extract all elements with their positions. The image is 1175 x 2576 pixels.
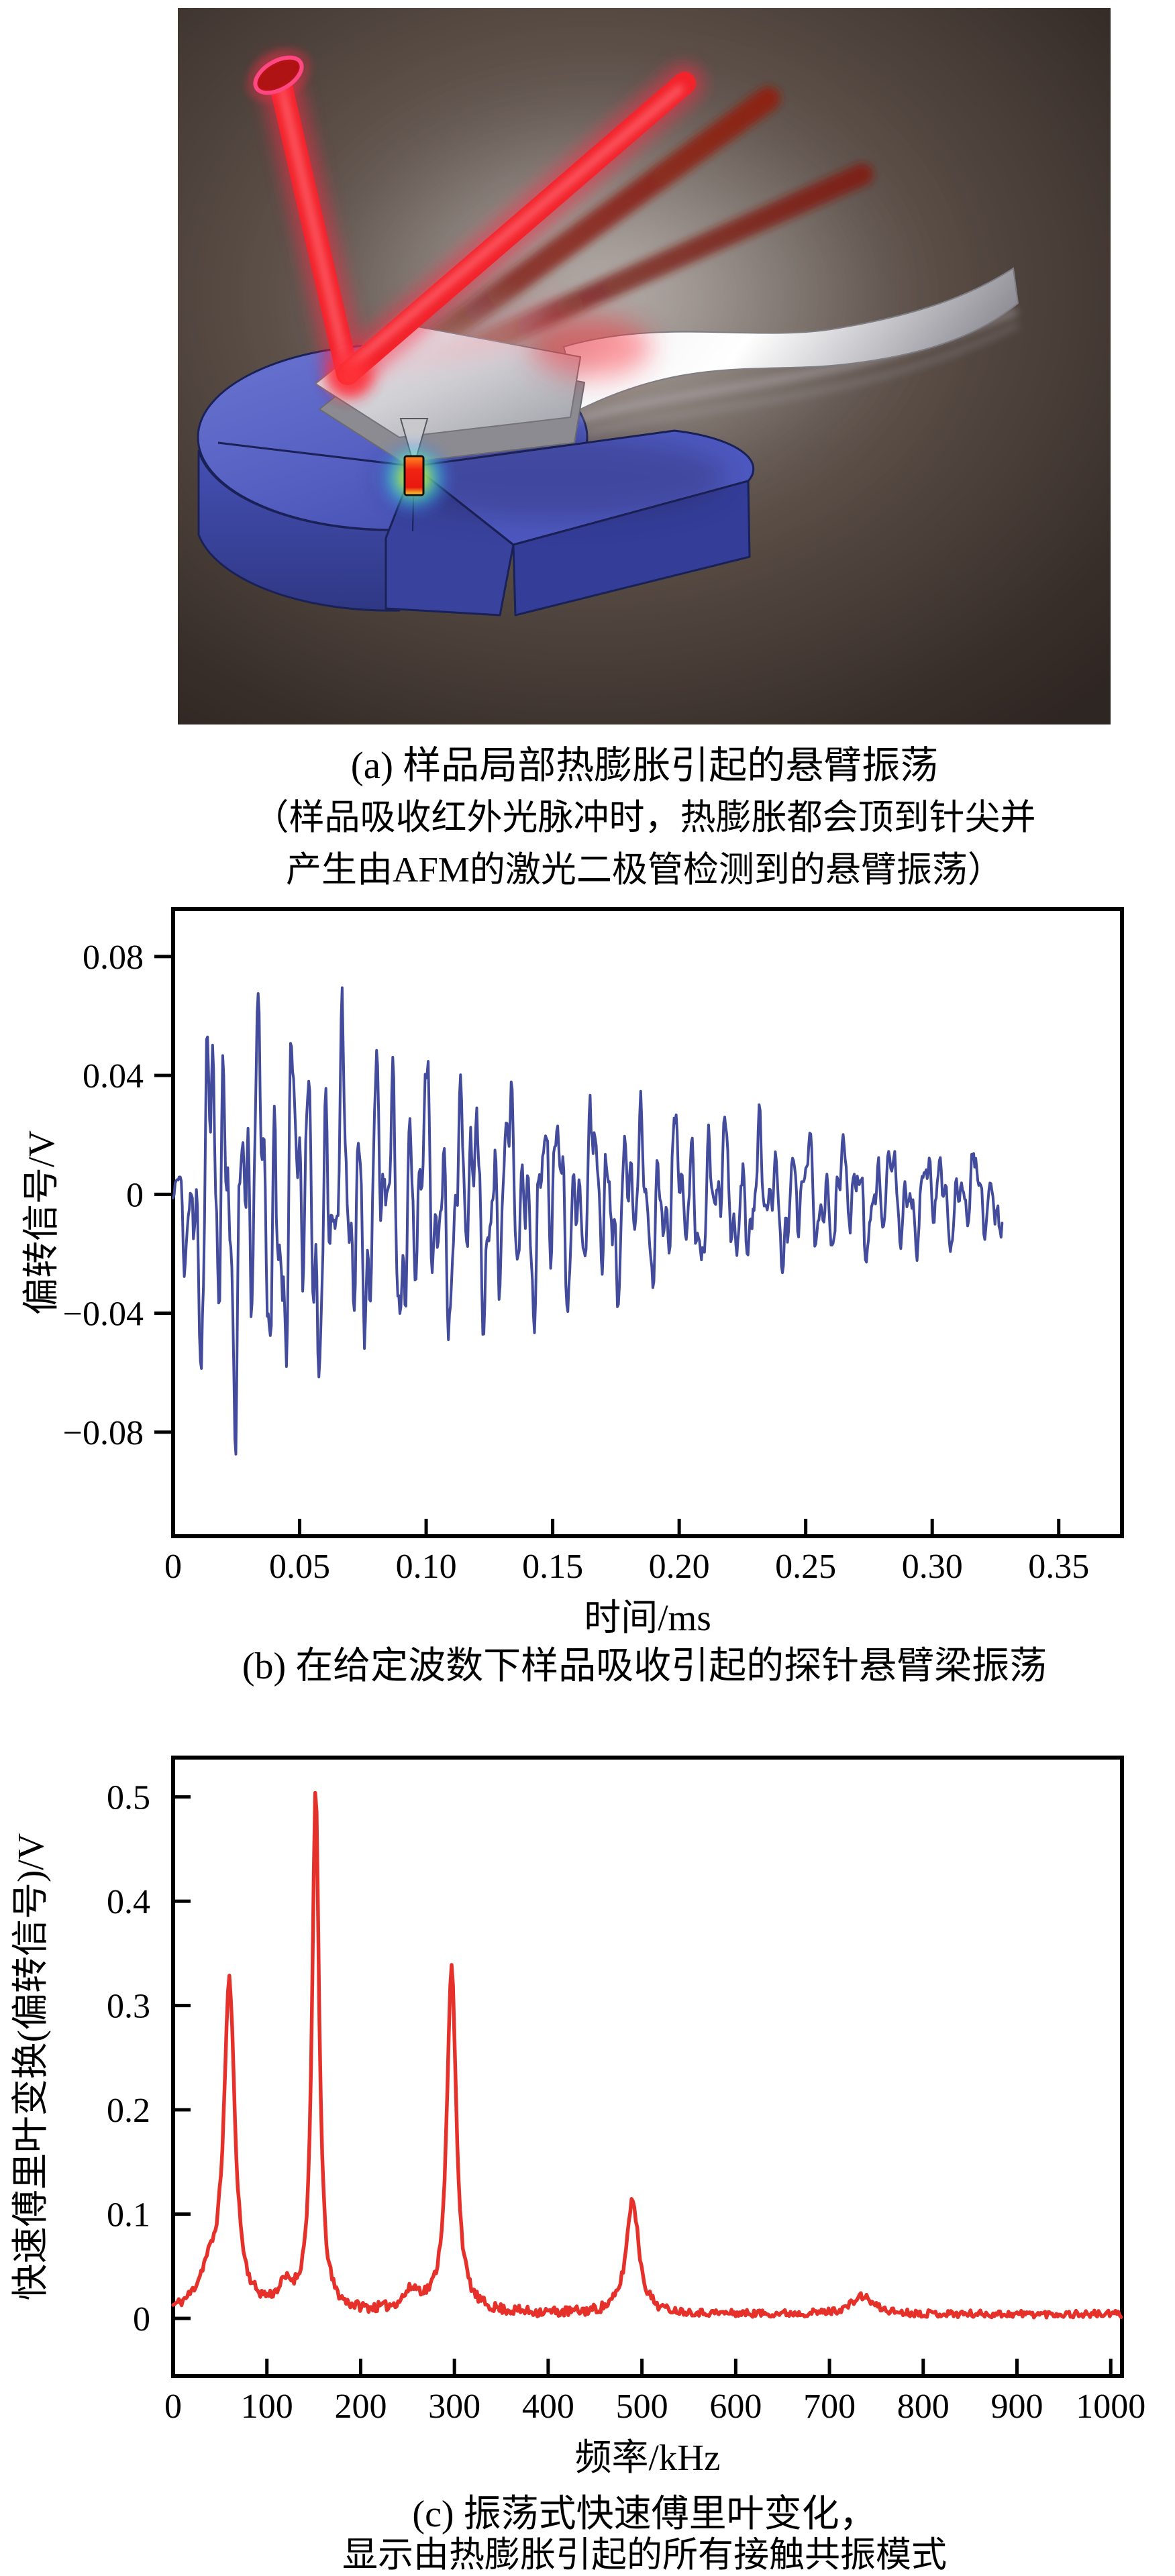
scattered-light xyxy=(351,290,570,376)
x-tick-label: 0.15 xyxy=(522,1548,583,1586)
x-tick-label: 600 xyxy=(709,2387,762,2426)
cantilever-ringdown-trace xyxy=(172,986,1004,1456)
x-tick-label: 0.05 xyxy=(269,1548,330,1586)
fft-chart: 0 100 200 300 400 500 600 700 800 900 1000 0 0.1 0.2 0… xyxy=(10,1756,1145,2478)
y-tick-label: 0.2 xyxy=(107,2092,150,2130)
x-tick-label: 200 xyxy=(334,2387,387,2426)
x-tick-label: 400 xyxy=(522,2387,574,2426)
y-tick-label: −0.08 xyxy=(63,1414,144,1452)
caption-a-line3: 产生由AFM的激光二极管检测到的悬臂振荡） xyxy=(286,851,1003,890)
x-tick-label: 900 xyxy=(991,2387,1043,2426)
x-tick-label: 300 xyxy=(428,2387,480,2426)
caption-c-line2: 显示由热膨胀引起的所有接触共振模式 xyxy=(342,2536,947,2575)
caption-a-line1: (a) 样品局部热膨胀引起的悬臂振荡 xyxy=(350,745,939,787)
y-tick-label: 0.04 xyxy=(83,1057,144,1095)
x-axis-title: 频率/kHz xyxy=(575,2437,721,2478)
x-axis-title: 时间/ms xyxy=(584,1597,711,1638)
laser-source-aperture xyxy=(247,50,310,101)
plot-frame xyxy=(171,1756,1124,2378)
y-tick-label: 0 xyxy=(133,2300,150,2339)
thermal-hotspot xyxy=(403,455,425,496)
x-tick-label: 0.10 xyxy=(396,1548,457,1586)
afm-illustration xyxy=(178,8,1111,724)
x-tick-label: 1000 xyxy=(1076,2387,1145,2426)
plot-frame xyxy=(171,907,1124,1538)
afm-cantilever xyxy=(562,267,1019,411)
x-tick-label: 0.30 xyxy=(902,1548,963,1586)
x-tick-label: 0.35 xyxy=(1028,1548,1089,1586)
fft-spectrum-trace xyxy=(171,1790,1123,2320)
y-tick-label: 0.1 xyxy=(107,2196,150,2235)
laser-spot-reflection xyxy=(530,317,651,377)
laser-impact-glow xyxy=(331,356,371,396)
caption-c-line1: (c) 振荡式快速傅里叶变化， xyxy=(412,2493,877,2535)
x-tick-label: 0 xyxy=(164,1548,182,1586)
reflected-laser-beam xyxy=(327,63,705,394)
x-tick-label: 0.25 xyxy=(775,1548,836,1586)
y-tick-label: 0.08 xyxy=(83,938,144,977)
caption-b: (b) 在给定波数下样品吸收引起的探针悬臂梁振荡 xyxy=(242,1646,1048,1687)
x-tick-label: 800 xyxy=(897,2387,950,2426)
y-tick-label: 0 xyxy=(126,1176,144,1214)
y-axis-title: 快速傅里叶变换(偏转信号)/V xyxy=(10,1833,51,2300)
x-tick-label: 100 xyxy=(241,2387,293,2426)
cantilever-ghost-edge xyxy=(586,322,1019,436)
incident-laser-beam xyxy=(258,55,368,394)
y-tick-label: 0.3 xyxy=(107,1988,150,2026)
y-tick-label: −0.04 xyxy=(63,1295,144,1334)
x-tick-label: 0.20 xyxy=(649,1548,710,1586)
y-tick-label: 0.4 xyxy=(107,1883,150,1921)
y-axis-title: 偏转信号/V xyxy=(21,1130,62,1315)
x-tick-label: 700 xyxy=(803,2387,856,2426)
cantilever-shadow xyxy=(379,436,728,519)
x-tick-label: 500 xyxy=(616,2387,668,2426)
y-tick-label: 0.5 xyxy=(107,1779,150,1817)
x-tick-label: 0 xyxy=(164,2387,182,2426)
caption-a-line2: （样品吸收红外光脉冲时，热膨胀都会顶到针尖并 xyxy=(253,798,1036,837)
ringdown-chart: 0 0.05 0.10 0.15 0.20 0.25 0.30 0.35 0.08 0.04 0 −0… xyxy=(21,907,1124,1638)
